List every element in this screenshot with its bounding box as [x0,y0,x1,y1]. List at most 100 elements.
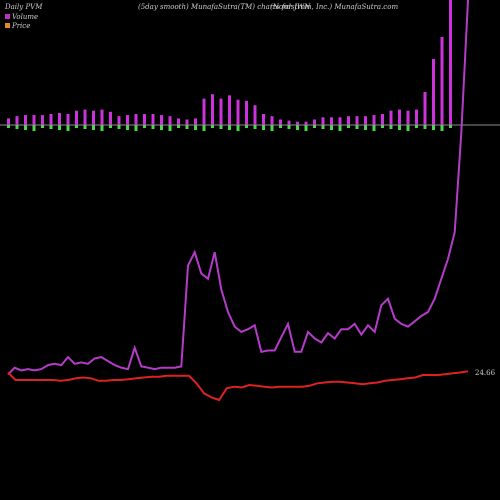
pvm-bar [279,119,282,125]
pvm-bar-below [32,125,36,131]
pvm-bar [143,114,146,125]
pvm-bar-below [160,125,163,130]
pvm-bar [185,119,189,125]
pvm-bar [92,110,95,125]
legend-volume-swatch [5,14,10,19]
pvm-bar-below [7,125,10,128]
pvm-bar-below [389,125,393,129]
pvm-bar-below [245,125,248,128]
pvm-bar [253,105,257,125]
pvm-bar [321,117,325,125]
pvm-bar [126,115,129,125]
pvm-bar-below [236,125,240,131]
pvm-bar [228,95,231,125]
pvm-bar-below [168,125,172,131]
pvm-bar-below [15,125,19,129]
pvm-bar-below [270,125,274,131]
pvm-bar [313,119,316,125]
pvm-bar [117,116,121,125]
pvm-bar [24,115,27,125]
pvm-bar [160,115,163,125]
pvm-bar-below [100,125,104,131]
pvm-bar [330,117,333,125]
pvm-bar [440,37,444,125]
pvm-bar-below [398,125,401,130]
pvm-bar-below [347,125,350,128]
pvm-bar-below [415,125,418,128]
pvm-bar [304,121,308,125]
pvm-bar [389,110,393,125]
pvm-bar-below [313,125,316,128]
pvm-bar [355,116,359,125]
pvm-bar-below [194,125,197,130]
pvm-bar [75,110,78,125]
pvm-bar [58,112,61,125]
pvm-bar-below [406,125,410,131]
legend-volume: Volume [5,12,38,21]
pvm-bar [211,94,214,125]
pvm-bar-below [177,125,180,128]
pvm-bar [219,98,223,125]
pvm-bar-below [372,125,376,131]
pvm-bar-below [117,125,121,129]
pvm-bar-below [287,125,291,129]
pvm-bar [177,118,180,125]
pvm-bar [381,114,384,125]
chart-header-mid: (5day smooth) MunafaSutra(TM) charts for… [138,3,311,11]
price-line [7,370,469,402]
pvm-bar [236,99,240,125]
pvm-bar [432,59,435,125]
pvm-bar-below [253,125,257,129]
pvm-bar [245,100,248,125]
pvm-bar-below [355,125,359,129]
pvm-bar [168,116,172,125]
pvm-bar [7,118,10,125]
pvm-bar-below [440,125,444,131]
pvm-bar-below [381,125,384,128]
pvm-bar [372,115,376,125]
pvm-bar-below [279,125,282,128]
pvm-bar-below [423,125,427,129]
pvm-bar-below [92,125,95,130]
pvm-bar-below [364,125,367,130]
pvm-bar [134,114,138,125]
pvm-bar-below [151,125,155,129]
pvm-bar [347,116,350,125]
pvm-bar [109,111,112,125]
pvm-bar [415,109,418,125]
chart-header-right: (Nordstrom, Inc.) MunafaSutra.com [270,3,399,11]
pvm-bar [41,115,44,125]
pvm-bar [202,98,206,125]
pvm-bar-below [24,125,27,130]
pvm-bar-below [109,125,112,128]
pvm-bar [194,118,197,125]
pvm-bar [423,92,427,125]
pvm-bar-below [262,125,265,130]
pvm-bar-below [143,125,146,128]
pvm-bar-below [126,125,129,130]
pvm-bar-below [228,125,231,130]
pvm-bar-below [211,125,214,128]
pvm-bar [151,114,155,125]
pvm-bar-below [83,125,87,129]
legend-price: Price [5,21,38,30]
pvm-bar [100,109,104,125]
pvm-bar-below [202,125,206,131]
pvm-bar [262,114,265,125]
pvm-bar-below [185,125,189,129]
chart-legend: Volume Price [5,12,38,30]
pvm-bar-below [49,125,53,129]
pvm-bar [49,114,53,125]
legend-price-label: Price [12,21,31,30]
pvm-bar [287,120,291,125]
pvm-bar [66,114,70,125]
volume-line [7,0,469,376]
pvm-bar [449,0,452,125]
pvm-bar-below [296,125,299,130]
pvm-bar-below [338,125,342,131]
pvm-bar-below [330,125,333,130]
pvm-bar [398,109,401,125]
last-price-label: 24.66 [475,369,496,377]
